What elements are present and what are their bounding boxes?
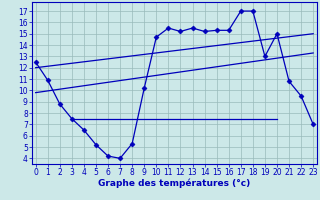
X-axis label: Graphe des températures (°c): Graphe des températures (°c) [98, 179, 251, 188]
